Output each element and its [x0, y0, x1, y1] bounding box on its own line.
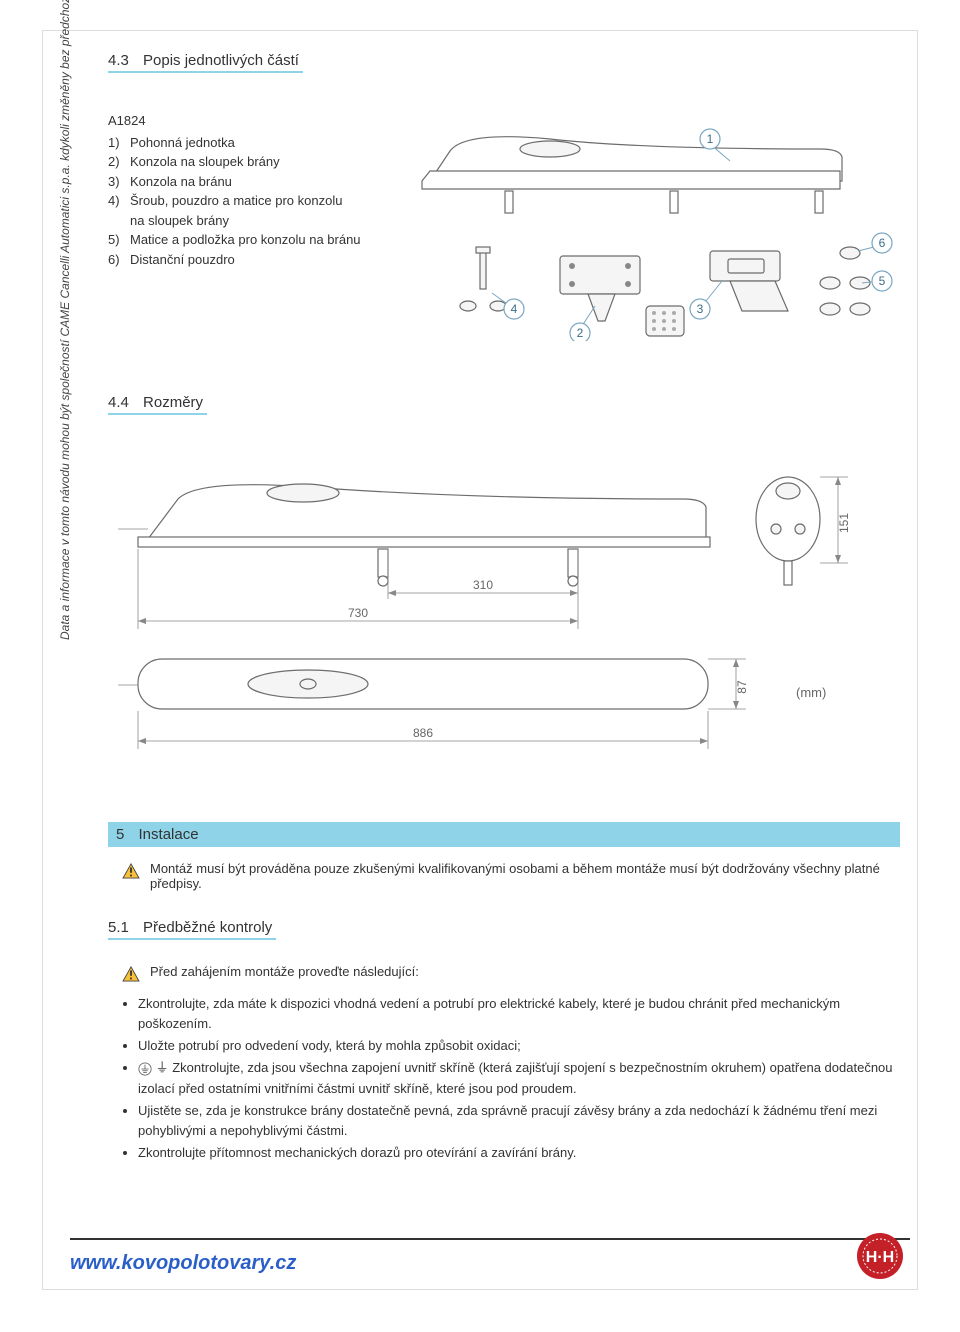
section-title: Instalace [139, 826, 199, 843]
warning-2-text: Před zahájením montáže proveďte následuj… [150, 964, 419, 982]
warning-icon [122, 863, 140, 879]
list-item: Uložte potrubí pro odvedení vody, která … [138, 1036, 900, 1056]
section-title: Popis jednotlivých částí [143, 52, 299, 69]
list-item: Ujistěte se, zda je konstrukce brány dos… [138, 1101, 900, 1141]
warning-2: Před zahájením montáže proveďte následuj… [108, 964, 900, 982]
svg-text:886: 886 [413, 726, 433, 740]
copyright-side-note: Data a informace v tomto návodu mohou bý… [58, 0, 72, 640]
ground-icon [138, 1062, 152, 1076]
footer-url-link[interactable]: www.kovopolotovary.cz [70, 1252, 296, 1275]
svg-text:730: 730 [348, 606, 368, 620]
main-content: 4.3 Popis jednotlivých částí A1824 1)Poh… [108, 50, 900, 1165]
section-4-3-heading: 4.3 Popis jednotlivých částí [108, 50, 303, 73]
warning-1: Montáž musí být prováděna pouze zkušeným… [108, 861, 900, 891]
section-num: 4.4 [108, 394, 129, 411]
section-num: 4.3 [108, 52, 129, 69]
parts-description-block: A1824 1)Pohonná jednotka 2)Konzola na sl… [108, 111, 900, 344]
list-item: Zkontrolujte, zda máte k dispozici vhodn… [138, 994, 900, 1034]
parts-diagram: 1 2 3 4 5 6 [410, 111, 900, 344]
svg-text:4: 4 [511, 302, 518, 316]
section-5-1-heading: 5.1 Předběžné kontroly [108, 917, 276, 940]
svg-text:151: 151 [837, 513, 851, 533]
section-title: Rozměry [143, 394, 203, 411]
section-title: Předběžné kontroly [143, 919, 272, 936]
parts-list: A1824 1)Pohonná jednotka 2)Konzola na sl… [108, 111, 398, 344]
model-number: A1824 [108, 111, 398, 131]
dimensions-diagram: 151 310 730 87 [108, 449, 900, 782]
svg-text:5: 5 [879, 274, 886, 288]
svg-text:310: 310 [473, 578, 493, 592]
warning-1-text: Montáž musí být prováděna pouze zkušeným… [150, 861, 900, 891]
svg-text:H·H: H·H [866, 1249, 894, 1266]
svg-text:2: 2 [577, 326, 584, 340]
list-item-text: ⏚ Zkontrolujte, zda jsou všechna zapojen… [138, 1060, 893, 1095]
svg-text:87: 87 [735, 680, 749, 694]
section-num: 5 [116, 826, 124, 843]
svg-text:3: 3 [697, 302, 704, 316]
section-4-4-heading: 4.4 Rozměry [108, 392, 207, 415]
warning-icon [122, 966, 140, 982]
list-item: ⏚ Zkontrolujte, zda jsou všechna zapojen… [138, 1058, 900, 1098]
svg-text:6: 6 [879, 236, 886, 250]
unit-label: (mm) [796, 685, 826, 700]
section-num: 5.1 [108, 919, 129, 936]
footer-logo: H·H [856, 1232, 904, 1280]
section-5-heading: 5 Instalace [108, 822, 900, 847]
preliminary-checks-list: Zkontrolujte, zda máte k dispozici vhodn… [138, 994, 900, 1163]
list-item: Zkontrolujte přítomnost mechanických dor… [138, 1143, 900, 1163]
svg-text:1: 1 [707, 132, 714, 146]
footer-rule [70, 1238, 910, 1240]
